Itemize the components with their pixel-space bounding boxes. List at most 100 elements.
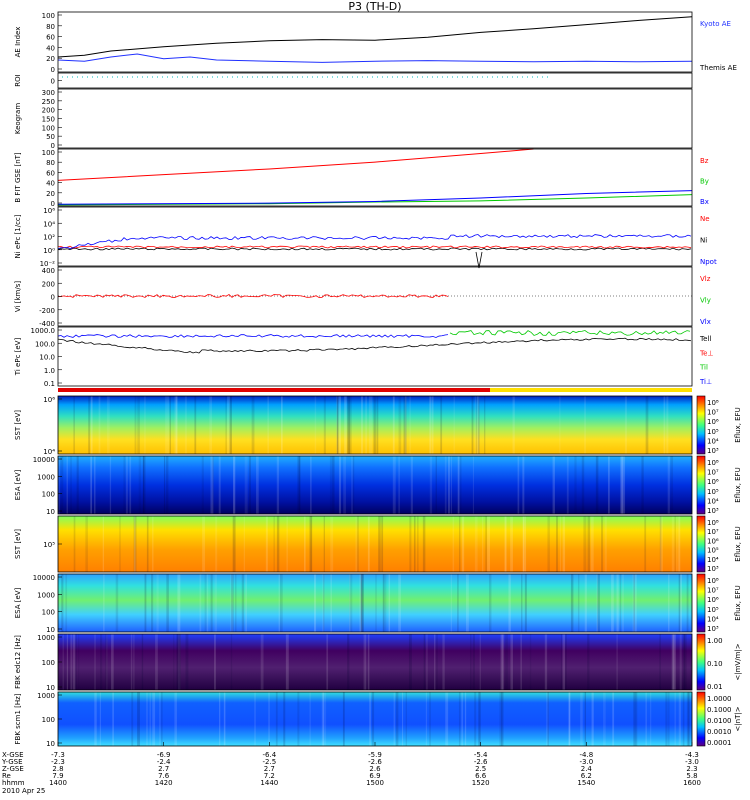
- ephemeris-row-label: Re: [2, 772, 11, 780]
- y-tick-label: 100.0: [35, 340, 55, 348]
- spectrogram-texture: [365, 634, 367, 690]
- spectrogram-texture: [633, 574, 635, 632]
- spectrogram-texture: [278, 574, 280, 632]
- spectrogram-texture: [367, 634, 370, 690]
- spectrogram-texture: [100, 634, 103, 690]
- spectrogram-texture: [682, 692, 685, 746]
- spectrogram-texture: [622, 456, 626, 514]
- spectrogram-texture: [244, 456, 248, 514]
- spectrogram-texture: [667, 456, 670, 514]
- spectrogram-texture: [596, 574, 598, 632]
- colorbar-tick-label: 10⁸: [707, 519, 719, 527]
- spectrogram-texture: [587, 634, 590, 690]
- spectrogram-texture: [474, 692, 477, 746]
- y-tick-label: 10⁶: [43, 207, 55, 215]
- spectrogram-texture: [62, 634, 64, 690]
- spectrogram-texture: [137, 396, 140, 454]
- spectrogram-texture: [378, 516, 381, 572]
- colorbar-sst_e: [696, 515, 706, 573]
- y-tick-label: 10⁵: [43, 541, 55, 549]
- colorbar-tick-label: 0.0010: [707, 728, 732, 736]
- spectrogram-texture: [141, 634, 144, 690]
- colorbar-tick-label: 10⁵: [707, 606, 719, 614]
- spectrogram-texture: [214, 634, 216, 690]
- spectrogram-texture: [458, 692, 461, 746]
- x-gse-tick-label: -7.3: [51, 751, 65, 759]
- y-tick-label: 400: [42, 267, 55, 275]
- spectrogram-texture: [194, 396, 197, 454]
- y-tick-label: 250: [42, 98, 55, 106]
- spectrogram-texture: [392, 396, 395, 454]
- spectrogram-texture: [103, 574, 105, 632]
- spectrogram-texture: [343, 456, 346, 514]
- spectrogram-texture: [204, 574, 207, 632]
- spectrogram-texture: [199, 574, 202, 632]
- y-tick-label: 100: [42, 12, 55, 20]
- colorbar-tick-label: 10⁵: [707, 488, 719, 496]
- spectrogram-texture: [679, 634, 682, 690]
- spectrogram-texture: [659, 634, 661, 690]
- spectrogram-texture: [547, 516, 550, 572]
- series-line-bz: [57, 148, 534, 181]
- y-tick-label: 10²: [43, 234, 55, 242]
- spectrogram-texture: [672, 634, 676, 690]
- colorbar-tick-label: 10⁸: [707, 459, 719, 467]
- spectrogram-texture: [445, 692, 449, 746]
- colorbar-tick-label: 10⁸: [707, 577, 719, 585]
- y-tick-label: 10⁰: [43, 247, 55, 255]
- colorbar-tick-label: 0.0001: [707, 739, 732, 747]
- spectrogram-texture: [265, 516, 268, 572]
- spectrogram-texture: [622, 574, 624, 632]
- colorbar-tick-label: 10⁶: [707, 537, 719, 545]
- time-tick-label: 1420: [155, 779, 173, 787]
- spectrogram-texture: [450, 456, 453, 514]
- spectrogram-texture: [93, 456, 96, 514]
- spectrogram-texture: [453, 396, 455, 454]
- re-tick-label: 7.6: [158, 772, 170, 780]
- time-tick-label: 1440: [260, 779, 278, 787]
- re-tick-label: 6.6: [475, 772, 487, 780]
- spectrogram-esa_i: [58, 456, 692, 514]
- spectrogram-texture: [211, 456, 214, 514]
- y-axis-label: ESA [eV]: [14, 587, 22, 618]
- series-line-kyoto-ae: [57, 53, 693, 63]
- spectrogram-texture: [72, 634, 76, 690]
- colorbar-tick-label: 10³: [707, 625, 719, 633]
- spectrogram-texture: [688, 692, 690, 746]
- x-gse-tick-label: -6.4: [262, 751, 276, 759]
- spectrogram-texture: [426, 634, 428, 690]
- spectrogram-texture: [133, 516, 137, 572]
- velocity-trace: [57, 294, 449, 298]
- y-tick-label: 100: [42, 491, 55, 499]
- spectrogram-texture: [472, 456, 474, 514]
- spectrogram-texture: [645, 692, 647, 746]
- spectrogram-texture: [176, 634, 180, 690]
- colorbar-tick-label: 0.01: [707, 683, 723, 691]
- colorbar-label: Eflux, EFU: [734, 526, 742, 561]
- spectrogram-texture: [60, 456, 64, 514]
- spectrogram-texture: [381, 516, 384, 572]
- spectrogram-texture: [501, 634, 505, 690]
- spectrogram-texture: [566, 456, 569, 514]
- spectrogram-texture: [76, 456, 79, 514]
- spectrogram-texture: [522, 516, 524, 572]
- panel-frame-sst_i: [57, 395, 693, 455]
- panel-frame-keogram: [57, 88, 693, 149]
- spectrogram-texture: [474, 396, 476, 454]
- spectrogram-texture: [123, 456, 126, 514]
- spectrogram-texture: [448, 456, 450, 514]
- legend-entry: Vlx: [700, 318, 711, 326]
- y-axis-label: Keogram: [14, 103, 22, 134]
- spectrogram-texture: [146, 516, 149, 572]
- y-axis-label: SST [eV]: [14, 529, 22, 559]
- spectrogram-texture: [179, 634, 181, 690]
- plot-title: P3 (TH-D): [348, 0, 402, 13]
- spectrogram-texture: [556, 516, 558, 572]
- spectrogram-texture: [70, 634, 73, 690]
- spectrogram-texture: [206, 574, 209, 632]
- spectrogram-texture: [659, 516, 662, 572]
- spectrogram-texture: [611, 574, 614, 632]
- spectrogram-texture: [641, 456, 644, 514]
- spectrogram-texture: [680, 574, 682, 632]
